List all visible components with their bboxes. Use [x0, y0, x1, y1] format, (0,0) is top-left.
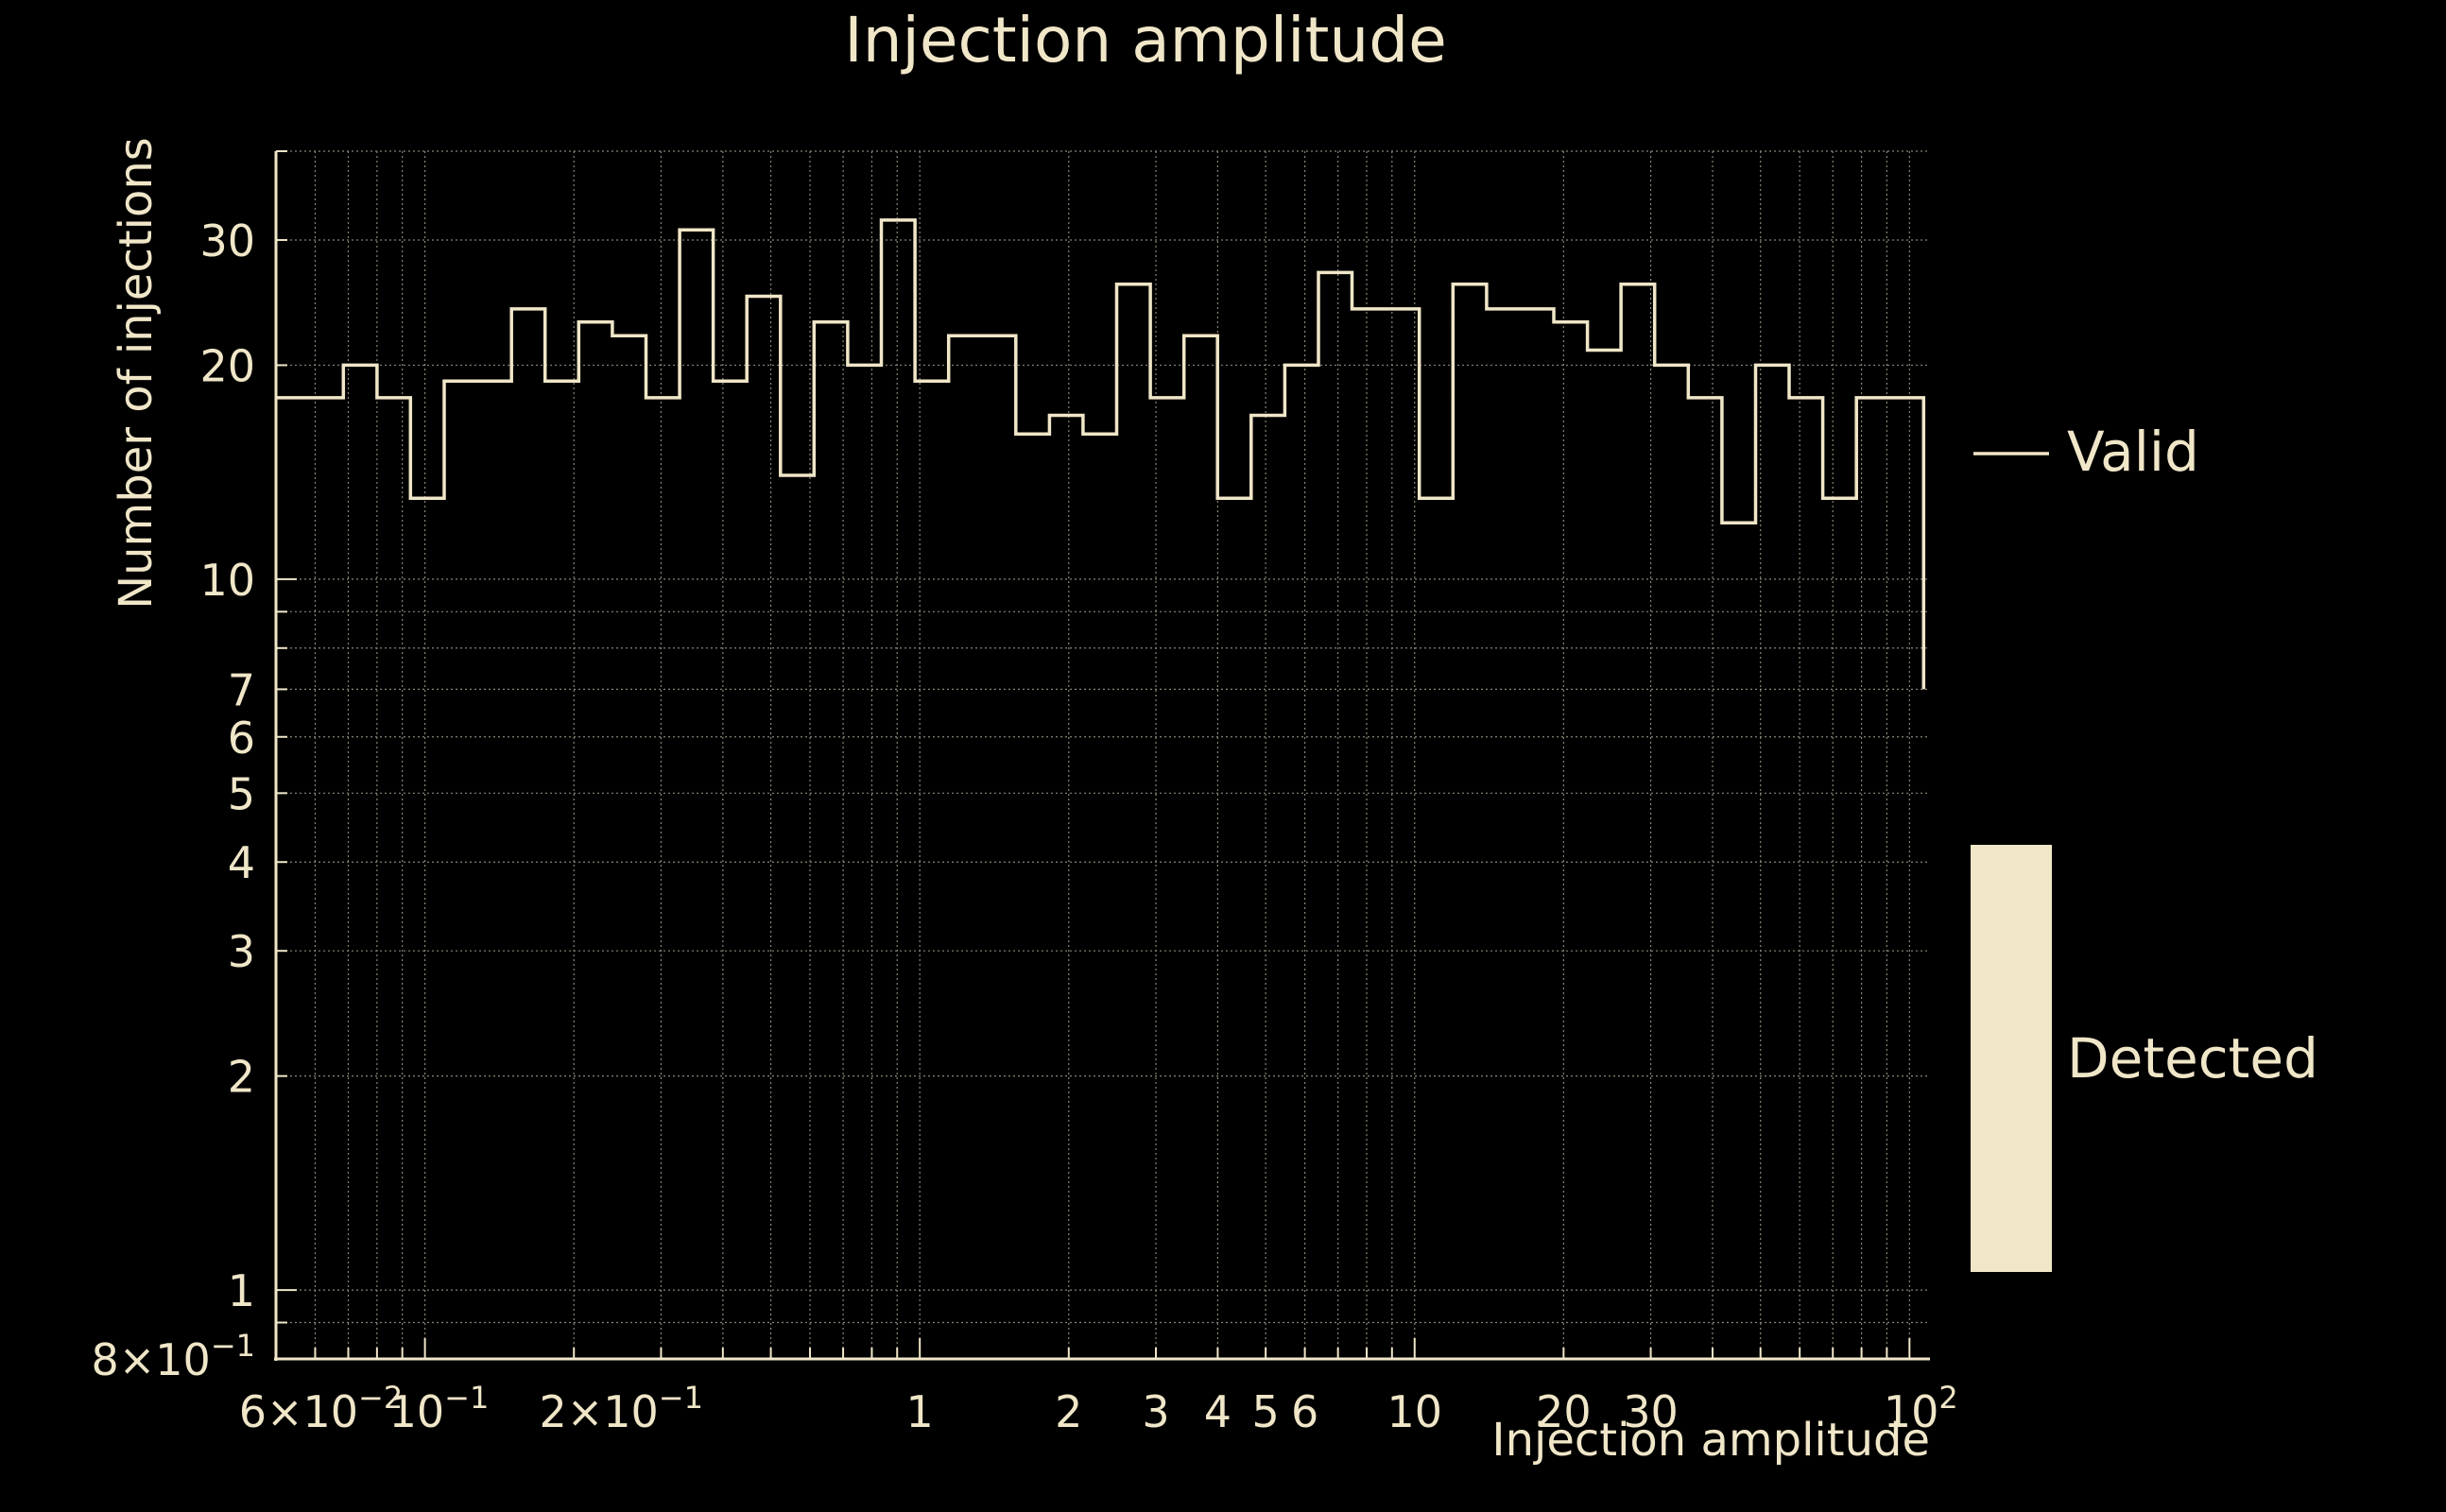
x-tick-label: 102: [1884, 1380, 1958, 1437]
y-tick-label: 2: [228, 1052, 255, 1103]
x-axis-label: Injection amplitude: [1491, 1414, 1930, 1467]
y-tick-label: 10: [199, 555, 255, 606]
x-tick-label: 6: [1291, 1386, 1318, 1437]
x-tick-label: 4: [1204, 1386, 1232, 1437]
x-tick-label: 1: [906, 1386, 934, 1437]
valid-series-line: [276, 218, 1926, 690]
x-tick-label: 10: [1387, 1386, 1442, 1437]
x-tick-label: 2×10−1: [539, 1380, 703, 1437]
axes: [274, 150, 1930, 1361]
legend-detected-label: Detected: [2067, 1026, 2318, 1091]
y-tick-label: 1: [228, 1265, 255, 1316]
y-tick-label: 4: [228, 837, 255, 888]
x-tick-label: 20: [1536, 1386, 1592, 1437]
y-tick-label: 20: [199, 340, 255, 391]
y-tick-label: 6: [228, 713, 255, 764]
y-tick-label: 8×10−1: [91, 1328, 255, 1385]
x-tick-label: 2: [1055, 1386, 1082, 1437]
y-tick-label: 7: [228, 664, 255, 715]
x-tick-labels: 6×10−210−1 2×10−1 1 2 3 4 5 6 10 20 30 102: [239, 1380, 1958, 1437]
x-tick-label: 6×10−2: [239, 1380, 404, 1437]
chart-title: Injection amplitude: [844, 4, 1446, 77]
x-tick-label: 3: [1142, 1386, 1169, 1437]
x-tick-label: 10−1: [389, 1380, 490, 1437]
y-tick-label: 5: [228, 768, 255, 819]
x-tick-label: 30: [1623, 1386, 1679, 1437]
x-tick-label: 5: [1252, 1386, 1280, 1437]
y-tick-labels: 8×10−1 1 2 3 4 567 10 20 30: [91, 215, 255, 1385]
legend-detected-swatch: [1971, 845, 2052, 1272]
legend: Valid Detected: [1971, 420, 2318, 1272]
y-tick-label: 3: [228, 926, 255, 977]
y-tick-label: 30: [199, 215, 255, 266]
x-grid-lines: [275, 151, 1910, 1359]
legend-valid-label: Valid: [2067, 420, 2199, 484]
y-axis-label: Number of injections: [110, 137, 163, 610]
